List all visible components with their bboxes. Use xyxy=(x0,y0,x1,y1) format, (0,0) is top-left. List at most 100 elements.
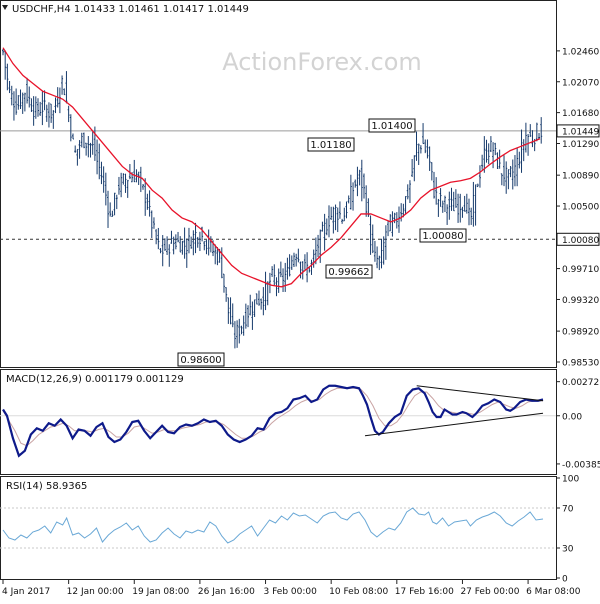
ohlc-bar xyxy=(448,191,451,220)
rsi-panel-title: RSI(14) 58.9365 xyxy=(6,481,87,492)
time-axis-label: 17 Feb 16:00 xyxy=(395,587,454,597)
ohlc-bar xyxy=(398,206,400,233)
ohlc-bar xyxy=(459,193,462,223)
ohlc-bar xyxy=(494,142,497,156)
ohlc-bar xyxy=(205,239,208,255)
ohlc-bar xyxy=(415,131,418,161)
ohlc-bar xyxy=(220,247,223,279)
ohlc-bar xyxy=(67,105,70,123)
ohlc-bar xyxy=(446,204,449,225)
ohlc-bar xyxy=(50,103,53,123)
ohlc-bar xyxy=(478,165,481,188)
ohlc-bar xyxy=(196,236,199,248)
ohlc-bar xyxy=(505,161,508,194)
time-axis-label: 19 Jan 08:00 xyxy=(132,587,189,597)
ohlc-bar xyxy=(345,201,348,219)
ohlc-bar xyxy=(470,207,473,225)
ohlc-bar xyxy=(216,247,219,266)
ohlc-bar xyxy=(422,123,425,145)
ohlc-bar xyxy=(321,221,324,232)
ohlc-bar xyxy=(152,217,155,229)
ohlc-bar xyxy=(150,210,153,238)
ohlc-bar xyxy=(233,321,236,349)
ohlc-bar xyxy=(319,229,322,263)
ohlc-bar xyxy=(227,297,230,324)
ohlc-bar xyxy=(96,139,99,175)
ohlc-bar xyxy=(371,224,374,254)
ohlc-bar xyxy=(98,143,101,180)
rsi-axis-label: 0 xyxy=(562,575,568,585)
ohlc-bar xyxy=(172,236,175,255)
time-axis-label: 6 Mar 08:00 xyxy=(526,587,581,597)
ohlc-bar xyxy=(249,294,252,316)
ohlc-bar xyxy=(21,92,24,114)
ohlc-bar xyxy=(231,303,234,328)
ohlc-bar xyxy=(78,140,81,159)
ohlc-bar xyxy=(142,184,145,190)
ohlc-bar xyxy=(85,142,88,156)
rsi-axis-label: 70 xyxy=(562,505,574,515)
time-axis-label: 10 Feb 08:00 xyxy=(329,587,388,597)
ohlc-bar xyxy=(181,240,184,255)
ohlc-bar xyxy=(303,254,306,270)
ohlc-bar xyxy=(317,234,320,258)
chart-menu-triangle-icon[interactable] xyxy=(2,5,8,10)
ohlc-bar xyxy=(161,235,164,267)
price-axis-label: 0.99710 xyxy=(562,265,599,275)
ohlc-bar xyxy=(23,92,26,112)
ohlc-bar xyxy=(28,86,31,108)
ohlc-bar xyxy=(424,139,427,154)
ohlc-bar xyxy=(39,101,42,116)
price-panel-title: USDCHF,H4 1.01433 1.01461 1.01417 1.0144… xyxy=(12,4,249,15)
price-axis-highlight xyxy=(556,232,600,246)
time-axis-label: 4 Jan 2017 xyxy=(2,587,50,597)
ohlc-bar xyxy=(247,305,250,328)
ohlc-bar xyxy=(330,206,333,220)
ohlc-bar xyxy=(137,171,140,185)
ohlc-bar xyxy=(91,131,94,155)
ohlc-bar xyxy=(52,110,55,129)
ohlc-bar xyxy=(347,195,350,204)
ohlc-bar xyxy=(498,149,501,169)
ohlc-bar xyxy=(41,91,44,126)
ohlc-bar xyxy=(507,169,510,190)
ohlc-bar xyxy=(117,176,120,195)
svg-text:1.01400: 1.01400 xyxy=(371,121,412,132)
ohlc-bar xyxy=(6,63,9,91)
ohlc-bar xyxy=(419,145,422,154)
ohlc-bar xyxy=(472,181,475,227)
ohlc-bar xyxy=(72,133,75,140)
ohlc-bar xyxy=(257,290,260,306)
ohlc-bar xyxy=(198,231,201,252)
ohlc-bar xyxy=(26,77,29,104)
ohlc-bar xyxy=(120,172,123,198)
ohlc-bar xyxy=(520,129,523,173)
time-axis-label: 3 Feb 00:00 xyxy=(264,587,318,597)
ohlc-bar xyxy=(439,188,442,207)
ohlc-bar xyxy=(268,272,271,294)
ohlc-bar xyxy=(262,287,265,316)
ohlc-bar xyxy=(323,213,326,251)
ohlc-bar xyxy=(179,236,182,253)
ohlc-bar xyxy=(362,173,365,199)
macd-panel-frame xyxy=(0,369,557,475)
ohlc-bar xyxy=(373,240,376,262)
ohlc-bar xyxy=(32,96,35,126)
ohlc-bar xyxy=(538,133,541,139)
price-axis-label: 1.00080 xyxy=(562,236,599,246)
ohlc-bar xyxy=(540,117,543,144)
ohlc-bar xyxy=(433,171,436,199)
price-annotation: 0.99662 xyxy=(325,264,373,279)
price-annotation: 1.01180 xyxy=(307,137,355,152)
ohlc-bar xyxy=(535,122,538,142)
ohlc-bar xyxy=(327,205,330,238)
ohlc-bar xyxy=(292,252,295,267)
ohlc-bar xyxy=(511,159,514,190)
price-axis-label: 1.01680 xyxy=(562,109,599,119)
ohlc-bar xyxy=(238,318,241,344)
ohlc-bar xyxy=(111,210,114,217)
ohlc-bar xyxy=(492,142,495,169)
ohlc-bar xyxy=(251,301,254,330)
ohlc-bar xyxy=(404,196,407,214)
ohlc-bar xyxy=(417,143,420,166)
